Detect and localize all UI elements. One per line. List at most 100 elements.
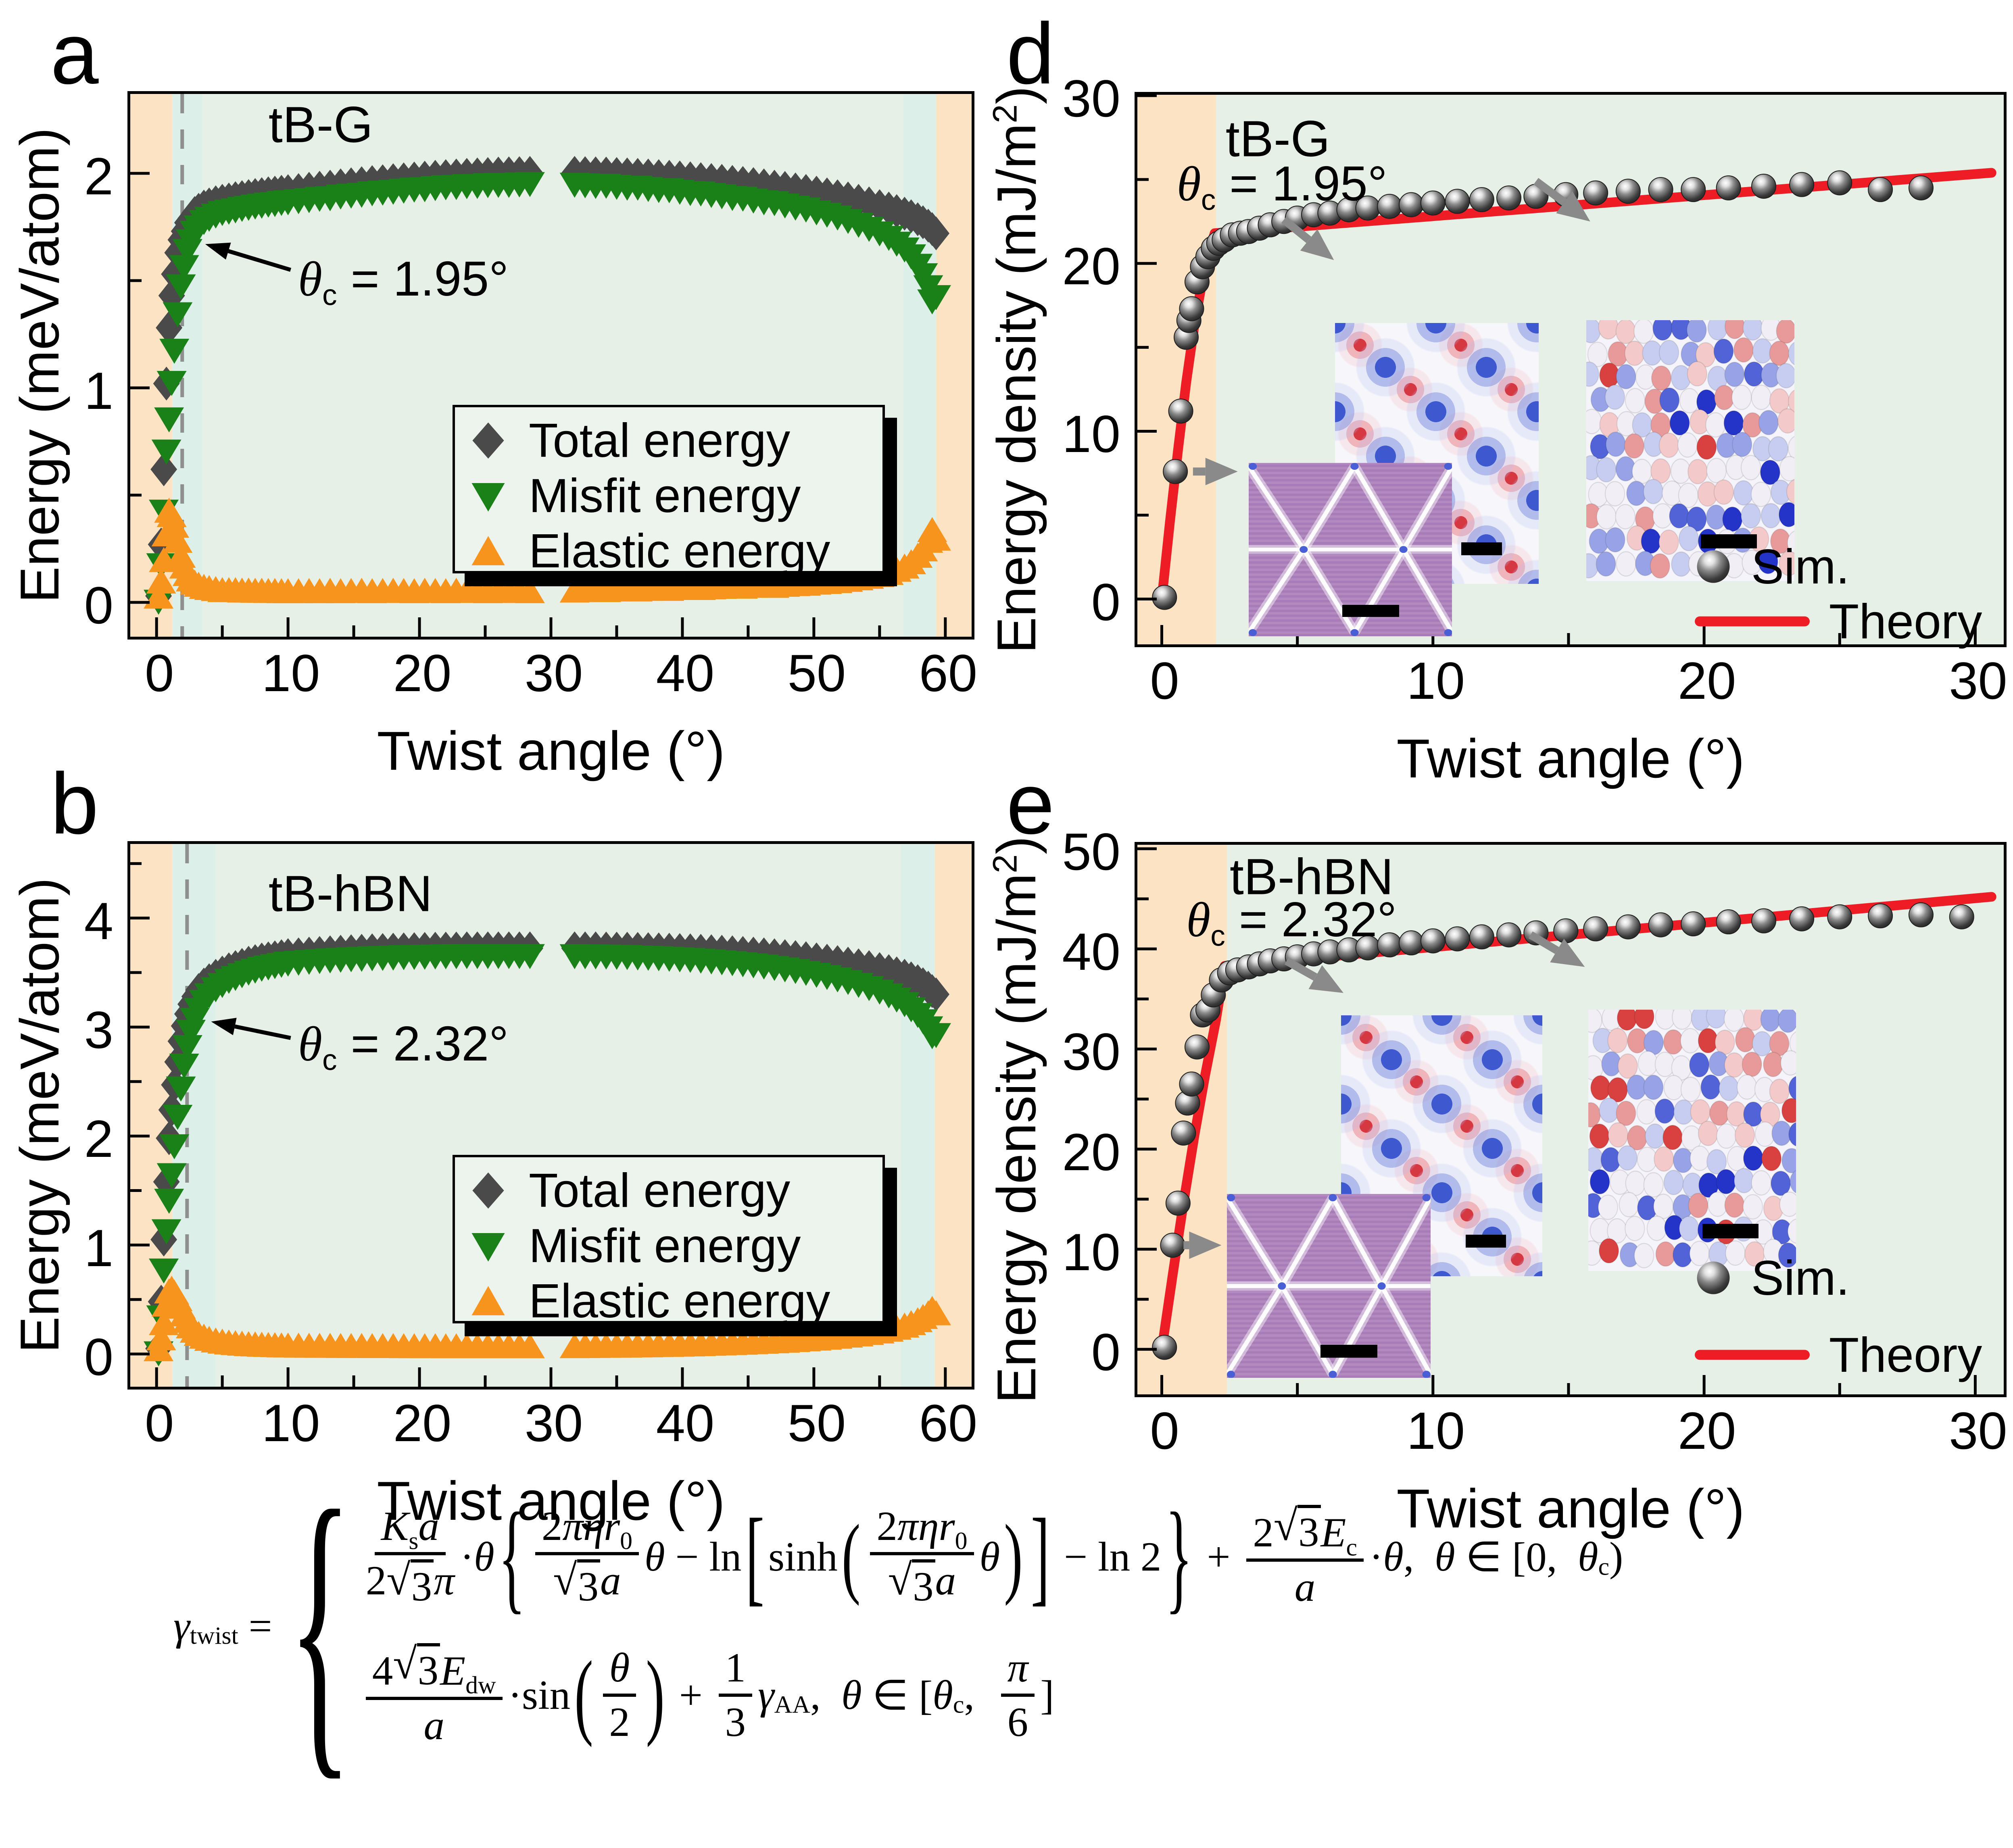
plot-title: tB-hBN — [1229, 848, 1393, 905]
legend-item-elastic-energy: Elastic energy — [467, 1273, 870, 1329]
x-tick-label: 40 — [656, 1394, 715, 1452]
x-tick-label: 30 — [524, 644, 583, 702]
x-tick-label: 60 — [919, 644, 978, 702]
theta-subscript: c — [1201, 183, 1216, 217]
y-tick-label: 20 — [1062, 237, 1120, 296]
misfit-energy-triangle-down-icon — [471, 483, 505, 512]
sim-legend-label: Sim. — [1751, 1250, 1850, 1306]
legend-item-total-energy: Total energy — [467, 1163, 870, 1218]
y-tick-label: 1 — [84, 361, 113, 420]
y-tick-label: 0 — [1091, 1323, 1120, 1382]
theta-c-annotation: θc = 1.95° — [298, 250, 509, 311]
y-tick-label: 30 — [1062, 69, 1120, 128]
axis-ticks — [130, 172, 947, 637]
series-elastic-energy — [144, 1275, 951, 1361]
series-sim- — [1152, 902, 1974, 1360]
x-tick-label: 20 — [393, 644, 452, 702]
total-energy-diamond-icon — [472, 1172, 504, 1209]
series-misfit-energy — [144, 944, 951, 1367]
scale-bar — [1700, 534, 1757, 549]
y-tick-label: 2 — [84, 146, 113, 206]
theory-line-icon — [1694, 1350, 1810, 1360]
plot-panel-b: Energy (meV/atom) Twist angle (°) tB-hBN… — [9, 841, 977, 1531]
theta-c-annotation: θc = 2.32° — [298, 1015, 509, 1076]
y-axis-label: Energy (meV/atom) — [9, 127, 70, 603]
x-tick-label: 0 — [1150, 1401, 1179, 1460]
total-energy-diamond-icon — [472, 422, 504, 459]
legend-item-elastic-energy: Elastic energy — [467, 523, 870, 579]
theta-symbol: θ — [1186, 892, 1211, 947]
axis-ticks — [1137, 95, 1977, 644]
plot-panel-a: Energy (meV/atom) Twist angle (°) tB-G θ… — [9, 91, 977, 781]
plot-title: tB-G — [268, 96, 373, 153]
elastic-energy-triangle-up-icon — [471, 536, 505, 566]
sim-sphere-icon — [1697, 550, 1730, 583]
series-misfit-energy — [144, 172, 951, 615]
y-tick-label: 2 — [84, 1109, 113, 1169]
scale-bar — [1461, 542, 1502, 556]
inset-soliton-network — [1248, 463, 1452, 636]
soliton-network-pattern — [1248, 463, 1452, 636]
panel-letter-a: a — [50, 5, 99, 102]
y-tick-label: 3 — [84, 1000, 113, 1060]
x-tick-label: 40 — [656, 644, 715, 702]
x-tick-label: 0 — [1150, 651, 1179, 710]
legend-label: Total energy — [528, 1164, 791, 1218]
y-tick-label: 50 — [1062, 822, 1120, 881]
theta-value: = 2.32° — [337, 1016, 509, 1071]
misfit-energy-triangle-down-icon — [471, 1233, 505, 1262]
sim-legend: Sim. — [1695, 538, 1850, 595]
x-tick-label: 20 — [393, 1394, 452, 1452]
x-axis-label: Twist angle (°) — [377, 1470, 725, 1531]
inset-sphere-map — [1588, 1010, 1796, 1271]
theory-legend-label: Theory — [1829, 1327, 1982, 1383]
legend-label: Elastic energy — [528, 1274, 830, 1328]
atom-sphere-map — [1588, 1010, 1796, 1271]
theta-value: = 1.95° — [337, 251, 509, 306]
chart-canvas-a — [130, 94, 972, 637]
theta-value: = 2.32° — [1225, 892, 1397, 947]
soliton-network-pattern — [1227, 1194, 1431, 1378]
plot-panel-e: Energy density (mJ/m2) Twist angle (°) t… — [986, 825, 2007, 1539]
y-tick-label: 1 — [84, 1218, 113, 1277]
y-tick-label: 0 — [84, 575, 113, 635]
x-tick-label: 30 — [524, 1394, 583, 1452]
x-tick-label: 60 — [919, 1394, 978, 1452]
legend-label: Misfit energy — [528, 1219, 801, 1273]
piecewise-brace: { — [288, 1445, 352, 1806]
x-tick-label: 0 — [145, 644, 174, 702]
scale-bar — [1466, 1234, 1506, 1248]
sim-sphere-icon — [1697, 1261, 1730, 1294]
legend-item-total-energy: Total energy — [467, 413, 870, 468]
x-tick-label: 50 — [787, 644, 846, 702]
y-axis-label: Energy density (mJ/m2) — [986, 85, 1047, 654]
scale-bar — [1702, 1223, 1759, 1238]
legend-item-misfit-energy: Misfit energy — [467, 1218, 870, 1273]
legend-box: Total energy Misfit energy Elastic energ… — [452, 1155, 885, 1328]
plot-title: tB-hBN — [268, 865, 432, 922]
elastic-energy-triangle-up-icon — [471, 1286, 505, 1316]
x-tick-label: 10 — [1406, 1401, 1465, 1460]
x-tick-label: 30 — [1949, 651, 2007, 710]
theta-subscript: c — [322, 1043, 337, 1077]
y-tick-label: 0 — [84, 1327, 113, 1386]
theta-subscript: c — [322, 278, 337, 312]
theory-legend: Theory — [1694, 593, 1982, 650]
axis-ticks — [1137, 847, 1977, 1394]
theta-value: = 1.95° — [1216, 156, 1387, 211]
series-elastic-energy — [144, 498, 951, 609]
x-tick-label: 50 — [787, 1394, 846, 1452]
theory-legend-label: Theory — [1829, 594, 1982, 649]
legend-item-misfit-energy: Misfit energy — [467, 468, 870, 523]
theta-symbol: θ — [298, 252, 322, 307]
x-tick-label: 10 — [261, 1394, 320, 1452]
legend-label: Misfit energy — [528, 469, 801, 523]
y-tick-label: 4 — [84, 891, 113, 950]
legend-box: Total energy Misfit energy Elastic energ… — [452, 405, 885, 578]
plot-panel-d: Energy density (mJ/m2) Twist angle (°) t… — [986, 72, 2007, 789]
panel-letter-b: b — [50, 755, 99, 852]
